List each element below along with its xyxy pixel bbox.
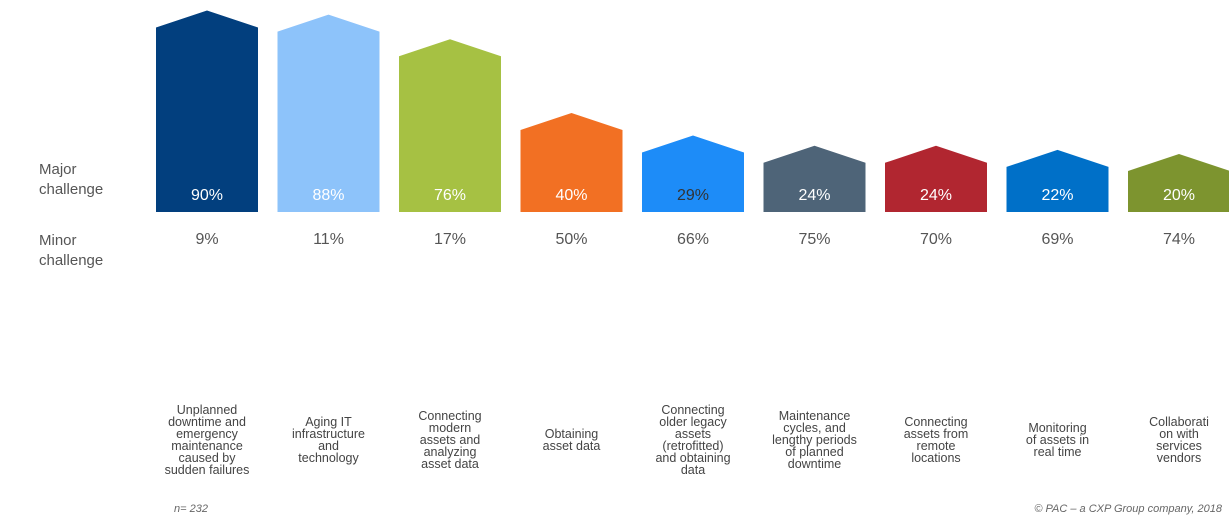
bar-1	[156, 10, 258, 212]
major-value-label-5: 29%	[677, 187, 709, 204]
bar-9	[1128, 154, 1229, 212]
category-label-2-line-4: technology	[298, 451, 359, 465]
category-label-2: Aging IT infrastructure and technology	[274, 392, 384, 488]
minor-value-label-4: 50%	[555, 231, 587, 248]
minor-challenge-label-line-2: challenge	[39, 252, 104, 269]
minor-challenge-label-line-1: Minor	[39, 232, 77, 249]
minor-challenge-label: Minor challenge	[39, 231, 129, 271]
minor-value-label-3: 17%	[434, 231, 466, 248]
category-label-1-line-1: Unplanned	[176, 403, 238, 417]
bar-5	[642, 135, 744, 212]
category-label-2-line-1: Aging IT	[305, 415, 352, 429]
category-label-7-line-4: locations	[911, 451, 961, 465]
major-value-label-4: 40%	[555, 187, 587, 204]
category-label-4-line-2: asset data	[542, 439, 601, 453]
minor-value-label-5: 66%	[677, 231, 709, 248]
category-label-9: Collaborati on with services vendors	[1124, 392, 1229, 488]
major-challenge-label: Major challenge	[39, 160, 129, 200]
major-value-label-2: 88%	[312, 187, 344, 204]
category-label-9-line-3: services	[1156, 439, 1202, 453]
category-label-9-line-4: vendors	[1156, 451, 1202, 465]
sample-size-note: n= 232	[174, 503, 208, 515]
category-label-6-line-2: cycles, and	[783, 421, 846, 435]
category-label-1: Unplanned downtime and emergency maintenanc…	[152, 392, 262, 488]
category-label-text-5: Connecting older legacy assets (retrofitted…	[638, 403, 748, 477]
category-label-9-line-1: Collaborati	[1149, 415, 1209, 429]
major-value-label-3: 76%	[434, 187, 466, 204]
category-label-8: Monitoring of assets in real time	[1003, 392, 1113, 488]
category-label-3-line-4: analyzing	[423, 445, 477, 459]
category-label-3-line-5: asset data	[421, 457, 479, 471]
category-label-1-line-4: maintenance	[171, 439, 243, 453]
category-label-text-4: Obtaining asset data	[517, 427, 627, 453]
category-label-5-line-2: older legacy	[659, 415, 727, 429]
category-label-8-line-1: Monitoring	[1028, 421, 1087, 435]
category-label-6-line-4: of planned	[785, 445, 844, 459]
major-value-label-8: 22%	[1041, 187, 1073, 204]
category-label-2-line-3: and	[318, 439, 339, 453]
category-label-3-line-3: assets and	[419, 433, 481, 447]
category-label-7: Connecting assets from remote locations	[881, 392, 991, 488]
category-label-3-line-2: modern	[428, 421, 472, 435]
category-label-5-line-5: and obtaining	[655, 451, 731, 465]
category-label-5-line-4: (retrofitted)	[662, 439, 724, 453]
category-label-4-line-1: Obtaining	[544, 427, 599, 441]
category-label-1-line-5: caused by	[178, 451, 236, 465]
category-label-5-line-3: assets	[674, 427, 712, 441]
minor-value-label-7: 70%	[920, 231, 952, 248]
bar-7	[885, 145, 987, 212]
category-label-8-line-3: real time	[1033, 445, 1082, 459]
minor-value-label-9: 74%	[1163, 231, 1195, 248]
minor-value-label-1: 9%	[195, 231, 218, 248]
category-label-2-line-2: infrastructure	[292, 427, 365, 441]
category-label-6-line-3: lengthy periods	[772, 433, 857, 447]
bar-2	[277, 14, 380, 212]
category-label-8-line-2: of assets in	[1025, 433, 1090, 447]
bar-6	[763, 145, 866, 212]
category-label-text-1: Unplanned downtime and emergency maintenanc…	[152, 403, 262, 477]
category-label-5-line-6: data	[680, 463, 706, 477]
copyright-note: © PAC – a CXP Group company, 2018	[1034, 503, 1222, 515]
category-label-text-8: Monitoring of assets in real time	[1003, 421, 1113, 459]
category-label-text-9: Collaborati on with services vendors	[1124, 415, 1229, 465]
category-label-6-line-5: downtime	[787, 457, 842, 471]
category-label-5: Connecting older legacy assets (retrofitted…	[638, 392, 748, 488]
major-value-label-6: 24%	[798, 187, 830, 204]
bar-8	[1006, 149, 1109, 212]
major-value-label-9: 20%	[1163, 187, 1195, 204]
category-label-7-line-2: assets from	[903, 427, 969, 441]
category-label-5-line-1: Connecting	[661, 403, 725, 417]
major-challenge-label-line-1: Major	[39, 161, 77, 178]
category-label-3: Connecting modern assets and analyzing asset…	[395, 392, 505, 488]
category-label-1-line-3: emergency	[176, 427, 238, 441]
category-label-1-line-2: downtime and	[168, 415, 246, 429]
minor-value-label-8: 69%	[1041, 231, 1073, 248]
category-label-1-line-6: sudden failures	[164, 463, 250, 477]
category-label-6-line-1: Maintenance	[778, 409, 851, 423]
category-label-3-line-1: Connecting	[418, 409, 482, 423]
major-value-label-1: 90%	[191, 187, 223, 204]
minor-value-label-6: 75%	[798, 231, 830, 248]
category-label-7-line-1: Connecting	[904, 415, 968, 429]
category-label-text-7: Connecting assets from remote locations	[881, 415, 991, 465]
category-label-4: Obtaining asset data	[517, 392, 627, 488]
bar-4	[520, 113, 623, 212]
bar-3	[399, 39, 501, 213]
major-value-label-7: 24%	[920, 187, 952, 204]
major-challenge-label-line-2: challenge	[39, 181, 104, 198]
category-label-text-2: Aging IT infrastructure and technology	[274, 415, 384, 465]
category-label-text-6: Maintenance cycles, and lengthy periods of …	[760, 409, 870, 471]
category-label-text-3: Connecting modern assets and analyzing asset…	[395, 409, 505, 471]
category-label-7-line-3: remote	[916, 439, 956, 453]
minor-value-label-2: 11%	[313, 231, 344, 248]
category-label-6: Maintenance cycles, and lengthy periods of …	[760, 392, 870, 488]
category-label-9-line-2: on with	[1159, 427, 1199, 441]
